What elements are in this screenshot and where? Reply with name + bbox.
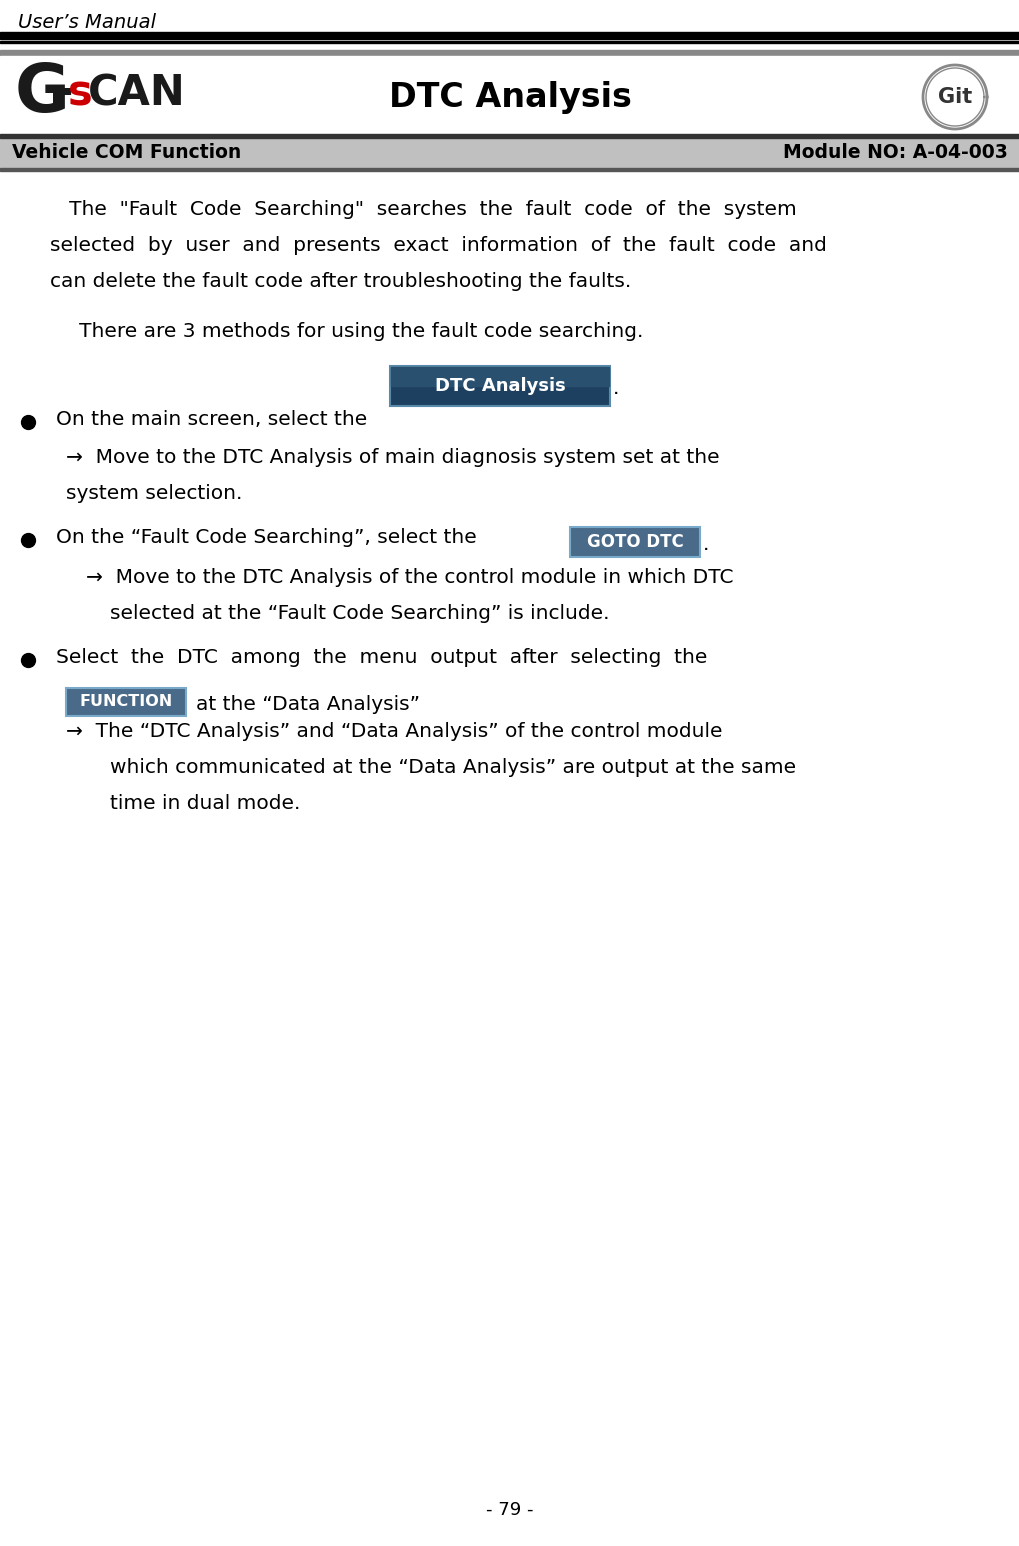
Bar <box>0 49 1019 56</box>
Text: Module NO: A-04-003: Module NO: A-04-003 <box>783 144 1007 162</box>
Bar <box>0 138 1019 169</box>
Text: User’s Manual: User’s Manual <box>18 12 156 31</box>
Bar <box>390 366 608 386</box>
Text: .: . <box>702 535 708 555</box>
Text: Select  the  DTC  among  the  menu  output  after  selecting  the: Select the DTC among the menu output aft… <box>56 648 707 666</box>
FancyBboxPatch shape <box>570 527 699 557</box>
Text: DTC Analysis: DTC Analysis <box>434 377 565 394</box>
Text: The  "Fault  Code  Searching"  searches  the  fault  code  of  the  system: The "Fault Code Searching" searches the … <box>50 199 796 220</box>
Bar <box>0 32 1019 39</box>
Text: →  The “DTC Analysis” and “Data Analysis” of the control module: → The “DTC Analysis” and “Data Analysis”… <box>66 722 721 741</box>
Text: Vehicle COM Function: Vehicle COM Function <box>12 144 242 162</box>
Text: Git: Git <box>936 87 971 107</box>
Text: - 79 -: - 79 - <box>486 1501 533 1520</box>
Bar <box>0 42 1019 43</box>
Bar <box>0 56 1019 135</box>
Text: CAN: CAN <box>88 73 185 114</box>
Text: On the “Fault Code Searching”, select the: On the “Fault Code Searching”, select th… <box>56 529 476 547</box>
Text: which communicated at the “Data Analysis” are output at the same: which communicated at the “Data Analysis… <box>110 758 796 778</box>
Text: at the “Data Analysis”: at the “Data Analysis” <box>196 696 420 714</box>
Text: There are 3 methods for using the fault code searching.: There are 3 methods for using the fault … <box>60 322 643 342</box>
FancyBboxPatch shape <box>66 688 185 716</box>
Text: On the main screen, select the: On the main screen, select the <box>56 410 367 428</box>
Text: system selection.: system selection. <box>66 484 243 502</box>
Text: -: - <box>52 68 72 116</box>
Bar <box>0 135 1019 138</box>
Text: can delete the fault code after troubleshooting the faults.: can delete the fault code after troubles… <box>50 272 631 291</box>
Text: selected  by  user  and  presents  exact  information  of  the  fault  code  and: selected by user and presents exact info… <box>50 237 826 255</box>
FancyBboxPatch shape <box>389 366 609 407</box>
Text: →  Move to the DTC Analysis of the control module in which DTC: → Move to the DTC Analysis of the contro… <box>86 567 733 587</box>
Text: .: . <box>612 379 619 399</box>
Text: s: s <box>68 73 93 114</box>
Text: selected at the “Fault Code Searching” is include.: selected at the “Fault Code Searching” i… <box>110 604 609 623</box>
Text: DTC Analysis: DTC Analysis <box>388 80 631 113</box>
Text: time in dual mode.: time in dual mode. <box>110 795 300 813</box>
Text: G: G <box>15 60 69 127</box>
Text: FUNCTION: FUNCTION <box>79 694 172 710</box>
Bar <box>0 169 1019 172</box>
Text: →  Move to the DTC Analysis of main diagnosis system set at the: → Move to the DTC Analysis of main diagn… <box>66 448 719 467</box>
Text: GOTO DTC: GOTO DTC <box>586 533 683 550</box>
